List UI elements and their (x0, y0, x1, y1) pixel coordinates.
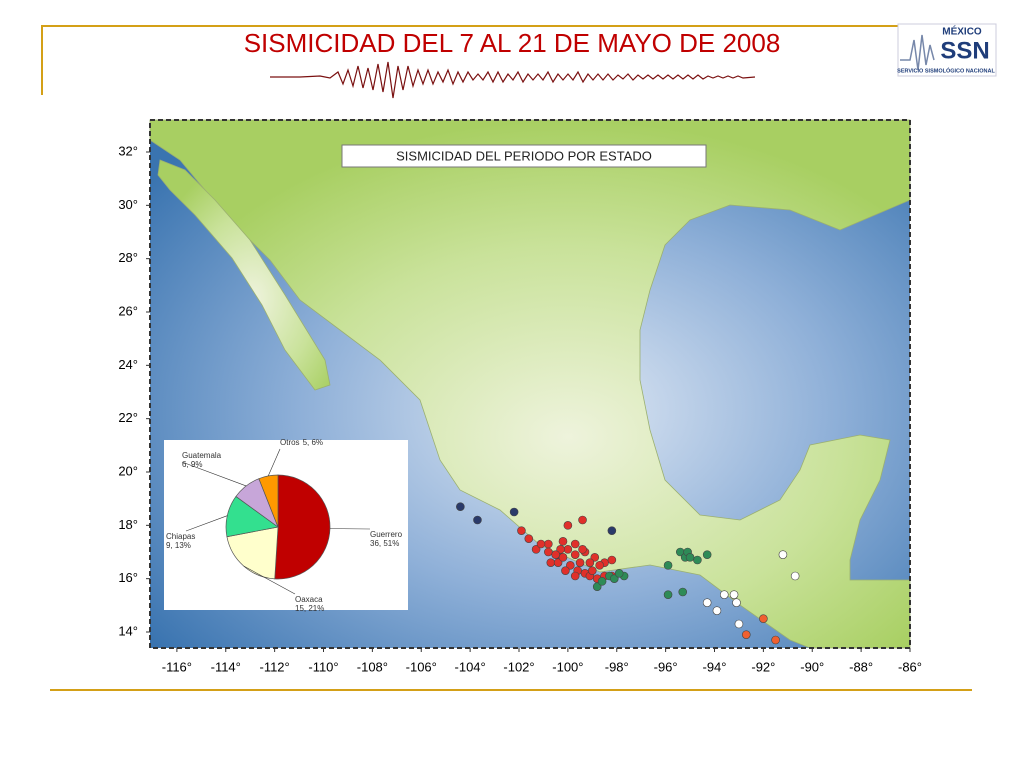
x-tick-label: -108° (357, 659, 388, 674)
y-tick-label: 32° (118, 143, 138, 158)
logo: MÉXICO SSN SERVICIO SISMOLÓGICO NACIONAL (897, 24, 996, 76)
earthquake (544, 540, 552, 548)
earthquake (596, 561, 604, 569)
earthquake (730, 591, 738, 599)
earthquake (772, 636, 780, 644)
pie-label-name: Guerrero (370, 530, 403, 539)
earthquake (713, 607, 721, 615)
earthquake (608, 527, 616, 535)
earthquake (559, 537, 567, 545)
x-tick-label: -110° (308, 659, 338, 674)
earthquake (720, 591, 728, 599)
x-tick-label: -112° (259, 659, 289, 674)
x-tick-label: -92° (751, 659, 775, 674)
pie-label-value: 9, 13% (166, 541, 191, 550)
pie-label-name: Oaxaca (295, 595, 323, 604)
earthquake (517, 527, 525, 535)
x-tick-label: -86° (898, 659, 922, 674)
earthquake (564, 521, 572, 529)
earthquake (679, 588, 687, 596)
earthquake (579, 545, 587, 553)
x-tick-label: -90° (800, 659, 824, 674)
pie-label-value: 36, 51% (370, 539, 399, 548)
earthquake (686, 553, 694, 561)
x-tick-label: -88° (849, 659, 873, 674)
y-tick-label: 22° (118, 410, 138, 425)
earthquake (791, 572, 799, 580)
x-tick-label: -100° (552, 659, 583, 674)
earthquake (456, 503, 464, 511)
pie-label-name: Chiapas (166, 532, 195, 541)
earthquake (586, 559, 594, 567)
earthquake (759, 615, 767, 623)
earthquake (598, 577, 606, 585)
logo-country: MÉXICO (942, 25, 982, 38)
logo-acronym: SSN (940, 37, 989, 64)
earthquake (579, 516, 587, 524)
earthquake (742, 631, 750, 639)
y-tick-label: 14° (118, 623, 138, 638)
earthquake (576, 559, 584, 567)
earthquake (588, 567, 596, 575)
y-tick-label: 18° (118, 517, 138, 532)
pie-label-value: 15, 21% (295, 604, 324, 613)
x-tick-label: -94° (703, 659, 727, 674)
earthquake (510, 508, 518, 516)
earthquake (703, 599, 711, 607)
pie-label-name: Otros (280, 438, 300, 447)
y-tick-label: 26° (118, 303, 138, 318)
title: SISMICIDAD DEL 7 AL 21 DE MAYO DE 2008 (244, 28, 781, 58)
seismogram (270, 62, 755, 98)
earthquake (735, 620, 743, 628)
earthquake (693, 556, 701, 564)
pie-label-name: Guatemala (182, 451, 222, 460)
earthquake (525, 535, 533, 543)
y-tick-label: 20° (118, 463, 138, 478)
earthquake (564, 545, 572, 553)
x-tick-label: -106° (406, 659, 437, 674)
earthquake (703, 551, 711, 559)
earthquake (664, 561, 672, 569)
earthquake (537, 540, 545, 548)
pie-label-value: 6, 9% (182, 460, 202, 469)
earthquake (552, 551, 560, 559)
earthquake (608, 556, 616, 564)
x-tick-label: -114° (211, 659, 241, 674)
x-tick-label: -98° (605, 659, 629, 674)
earthquake (559, 553, 567, 561)
earthquake (544, 548, 552, 556)
earthquake (473, 516, 481, 524)
x-tick-label: -102° (503, 659, 534, 674)
earthquake (561, 567, 569, 575)
y-tick-label: 16° (118, 570, 138, 585)
x-tick-label: -104° (455, 659, 486, 674)
earthquake (615, 569, 623, 577)
earthquake (779, 551, 787, 559)
earthquake (664, 591, 672, 599)
earthquake (732, 599, 740, 607)
x-tick-label: -116° (162, 659, 192, 674)
y-tick-label: 24° (118, 357, 138, 372)
y-tick-label: 30° (118, 197, 138, 212)
map-label: SISMICIDAD DEL PERIODO POR ESTADO (396, 148, 652, 163)
logo-name: SERVICIO SISMOLÓGICO NACIONAL (897, 66, 995, 74)
earthquake (571, 551, 579, 559)
y-tick-label: 28° (118, 250, 138, 265)
earthquake (571, 572, 579, 580)
earthquake (571, 540, 579, 548)
x-tick-label: -96° (654, 659, 678, 674)
pie-label-value: 5, 6% (303, 438, 323, 447)
earthquake (547, 559, 555, 567)
